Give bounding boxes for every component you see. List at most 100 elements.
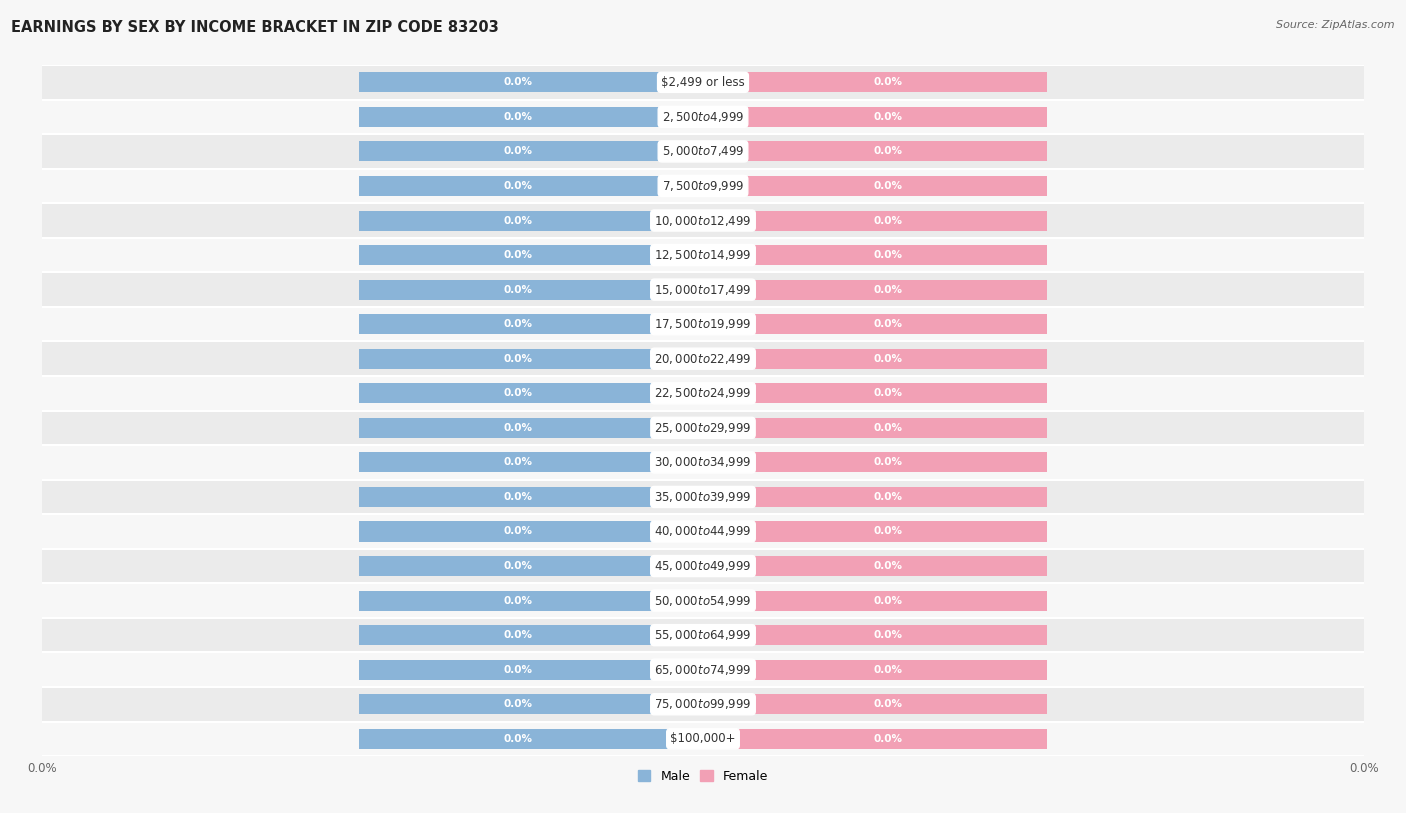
Bar [42, 583, 1364, 618]
Text: 0.0%: 0.0% [873, 630, 903, 640]
Text: $50,000 to $54,999: $50,000 to $54,999 [654, 593, 752, 607]
Text: 0.0%: 0.0% [873, 77, 903, 87]
Legend: Male, Female: Male, Female [633, 765, 773, 788]
Text: 0.0%: 0.0% [873, 492, 903, 502]
Text: 0.0%: 0.0% [873, 181, 903, 191]
Text: $25,000 to $29,999: $25,000 to $29,999 [654, 421, 752, 435]
Bar [42, 341, 1364, 376]
Bar [360, 314, 676, 334]
Bar [360, 280, 676, 300]
Bar [42, 480, 1364, 514]
Text: $30,000 to $34,999: $30,000 to $34,999 [654, 455, 752, 469]
Bar [360, 107, 676, 127]
Bar [730, 694, 1046, 715]
Text: $12,500 to $14,999: $12,500 to $14,999 [654, 248, 752, 262]
Bar [730, 625, 1046, 646]
Bar [42, 549, 1364, 583]
Bar [42, 445, 1364, 480]
Text: $45,000 to $49,999: $45,000 to $49,999 [654, 559, 752, 573]
Bar [42, 203, 1364, 237]
Bar [360, 659, 676, 680]
Bar [360, 694, 676, 715]
Text: 0.0%: 0.0% [503, 699, 533, 709]
Bar [42, 134, 1364, 168]
Bar [360, 487, 676, 507]
Bar [42, 687, 1364, 722]
Bar [42, 722, 1364, 756]
Bar [360, 176, 676, 196]
Bar [360, 728, 676, 749]
Bar [42, 411, 1364, 445]
Text: 0.0%: 0.0% [503, 354, 533, 363]
Text: $5,000 to $7,499: $5,000 to $7,499 [662, 145, 744, 159]
Text: $10,000 to $12,499: $10,000 to $12,499 [654, 214, 752, 228]
Bar [360, 452, 676, 472]
Bar [730, 176, 1046, 196]
Text: 0.0%: 0.0% [503, 215, 533, 225]
Text: 0.0%: 0.0% [873, 250, 903, 260]
Bar [730, 141, 1046, 162]
Text: Source: ZipAtlas.com: Source: ZipAtlas.com [1277, 20, 1395, 30]
Text: 0.0%: 0.0% [503, 250, 533, 260]
Bar [42, 307, 1364, 341]
Bar [730, 314, 1046, 334]
Bar [42, 168, 1364, 203]
Text: 0.0%: 0.0% [873, 320, 903, 329]
Bar [730, 280, 1046, 300]
Text: 0.0%: 0.0% [873, 423, 903, 433]
Text: 0.0%: 0.0% [503, 596, 533, 606]
Bar [360, 625, 676, 646]
Text: $2,500 to $4,999: $2,500 to $4,999 [662, 110, 744, 124]
Bar [360, 349, 676, 369]
Text: 0.0%: 0.0% [873, 458, 903, 467]
Text: 0.0%: 0.0% [503, 561, 533, 571]
Bar [730, 383, 1046, 403]
Text: 0.0%: 0.0% [503, 492, 533, 502]
Text: 0.0%: 0.0% [873, 699, 903, 709]
Bar [42, 652, 1364, 687]
Text: $15,000 to $17,499: $15,000 to $17,499 [654, 283, 752, 297]
Text: 0.0%: 0.0% [873, 354, 903, 363]
Bar [360, 383, 676, 403]
Text: $100,000+: $100,000+ [671, 733, 735, 746]
Bar [730, 659, 1046, 680]
Bar [360, 245, 676, 265]
Bar [42, 272, 1364, 307]
Bar [730, 521, 1046, 541]
Text: $2,499 or less: $2,499 or less [661, 76, 745, 89]
Text: 0.0%: 0.0% [503, 734, 533, 744]
Text: 0.0%: 0.0% [503, 630, 533, 640]
Text: 0.0%: 0.0% [503, 146, 533, 156]
Text: 0.0%: 0.0% [503, 389, 533, 398]
Text: 0.0%: 0.0% [503, 665, 533, 675]
Text: 0.0%: 0.0% [873, 285, 903, 294]
Text: 0.0%: 0.0% [503, 112, 533, 122]
Text: 0.0%: 0.0% [503, 320, 533, 329]
Text: 0.0%: 0.0% [503, 77, 533, 87]
Bar [360, 556, 676, 576]
Bar [730, 107, 1046, 127]
Bar [360, 141, 676, 162]
Bar [360, 590, 676, 611]
Bar [730, 487, 1046, 507]
Bar [360, 418, 676, 438]
Bar [730, 418, 1046, 438]
Text: 0.0%: 0.0% [873, 146, 903, 156]
Bar [730, 590, 1046, 611]
Text: 0.0%: 0.0% [873, 665, 903, 675]
Bar [42, 514, 1364, 549]
Bar [360, 211, 676, 231]
Text: 0.0%: 0.0% [503, 458, 533, 467]
Bar [730, 211, 1046, 231]
Text: $40,000 to $44,999: $40,000 to $44,999 [654, 524, 752, 538]
Text: $65,000 to $74,999: $65,000 to $74,999 [654, 663, 752, 676]
Bar [42, 99, 1364, 134]
Bar [360, 72, 676, 93]
Text: $20,000 to $22,499: $20,000 to $22,499 [654, 352, 752, 366]
Text: 0.0%: 0.0% [503, 181, 533, 191]
Text: 0.0%: 0.0% [873, 527, 903, 537]
Bar [42, 237, 1364, 272]
Text: 0.0%: 0.0% [503, 527, 533, 537]
Text: 0.0%: 0.0% [873, 561, 903, 571]
Text: $55,000 to $64,999: $55,000 to $64,999 [654, 628, 752, 642]
